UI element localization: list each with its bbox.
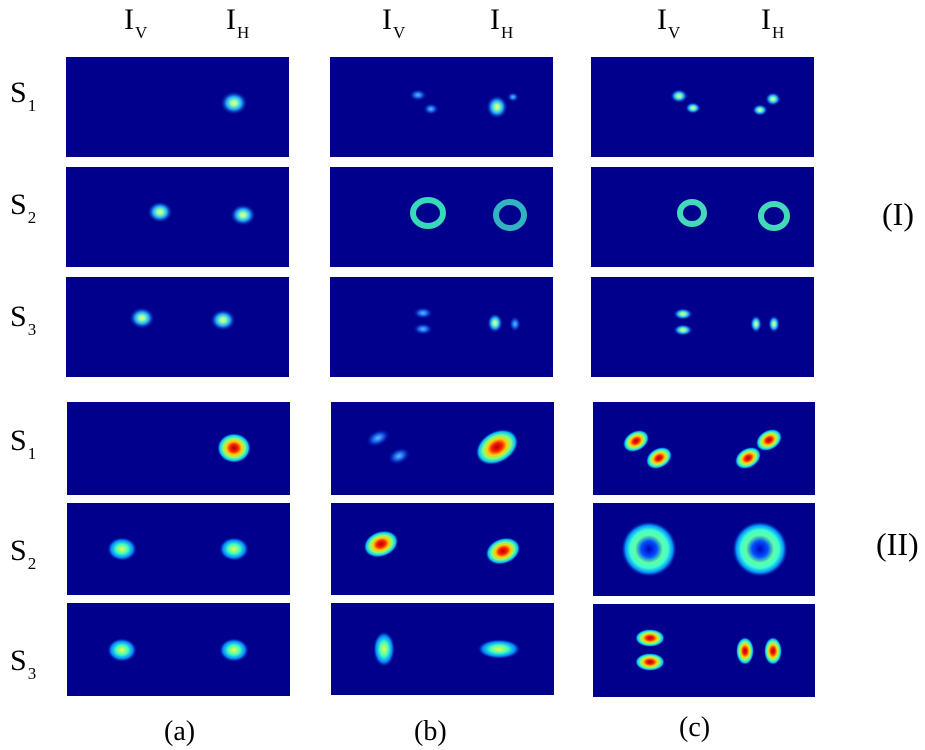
header-iv-c: IV [657,3,681,42]
beam-spot [413,307,433,319]
beam-spot [621,521,677,577]
header-ih-b: IH [490,3,514,42]
beam-spot [413,323,433,335]
panel-II-S3-b [331,603,554,695]
beam-spot [507,92,519,102]
panel-I-S1-a [66,57,289,157]
beam-spot [423,103,439,115]
row-label-s2-group1: S2 [10,188,37,227]
beam-spot [765,92,781,106]
beam-spot [409,89,427,101]
panel-II-S2-b [331,503,554,595]
panel-I-S2-b [330,167,553,267]
beam-spot [129,307,155,329]
beam-spot [755,428,783,452]
beam-spot [486,95,508,119]
row-label-s2-group2: S2 [10,534,37,573]
beam-spot [677,199,707,227]
panel-II-S1-a [67,402,290,495]
beam-spot [758,201,790,231]
beam-spot [752,104,768,116]
header-iv-a: IV [124,3,148,42]
beam-spot [363,530,399,558]
beam-spot [107,537,137,561]
panel-I-S1-c [591,57,814,157]
beam-spot [622,429,650,453]
beam-spot [509,316,521,332]
beam-spot [147,201,173,223]
panel-I-S1-b [330,57,553,157]
beam-spot [210,309,236,331]
panel-I-S3-b [330,277,553,377]
beam-spot [475,428,519,466]
beam-spot [670,89,688,103]
beam-spot [645,446,673,470]
beam-spot [410,197,446,229]
beam-spot [673,308,693,320]
beam-spot [635,629,665,647]
beam-spot [217,433,251,463]
row-label-s1-group1: S1 [10,76,37,115]
panel-I-S3-c [591,277,814,377]
beam-spot [493,199,527,231]
row-label-s1-group2: S1 [10,424,37,463]
beam-spot [685,102,701,114]
beam-spot [673,324,693,336]
panel-II-S2-a [67,503,290,595]
beam-spot [373,631,395,667]
panel-II-S3-a [67,603,290,696]
beam-spot [219,638,249,662]
group-label-1: (I) [882,196,914,232]
beam-spot [732,521,788,577]
column-label-b: (b) [414,716,447,747]
panel-II-S3-c [593,604,815,697]
beam-spot [477,639,521,659]
beam-spot [487,313,503,333]
row-label-s3-group1: S3 [10,300,37,339]
header-iv-b: IV [382,3,406,42]
beam-spot [230,204,256,226]
beam-spot [736,637,754,665]
panel-I-S2-a [66,167,289,267]
column-label-c: (c) [679,712,711,743]
beam-spot [750,315,762,333]
panel-II-S2-c [593,503,815,596]
row-label-s3-group2: S3 [10,644,37,683]
group-label-2: (II) [876,526,919,562]
beam-spot [220,91,248,115]
beam-spot [365,428,391,448]
beam-spot [485,537,521,565]
panel-II-S1-c [593,402,815,495]
beam-spot [734,446,762,470]
panel-I-S2-c [591,167,814,267]
beam-spot [219,537,249,561]
column-label-a: (a) [164,716,196,747]
beam-spot [387,447,411,465]
beam-spot [764,637,782,665]
header-ih-a: IH [226,3,250,42]
beam-spot [768,315,780,333]
beam-spot [107,638,137,662]
beam-spot [635,653,665,671]
panel-I-S3-a [66,277,289,377]
panel-II-S1-b [331,402,554,495]
header-ih-c: IH [761,3,785,42]
